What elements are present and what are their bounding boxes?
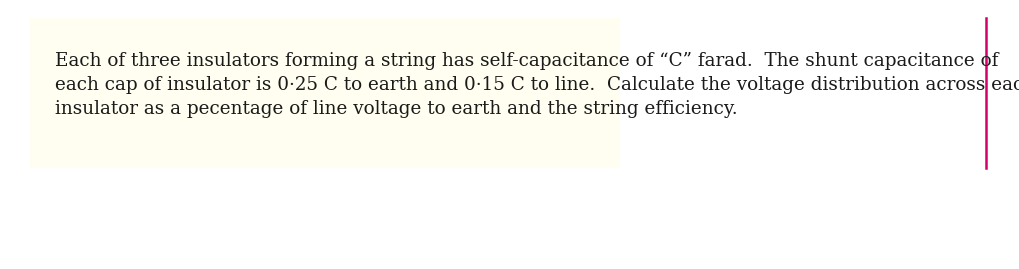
Text: insulator as a pecentage of line voltage to earth and the string efficiency.: insulator as a pecentage of line voltage… — [55, 100, 737, 118]
Text: each cap of insulator is 0·25 C to earth and 0·15 C to line.  Calculate the volt: each cap of insulator is 0·25 C to earth… — [55, 76, 1019, 94]
Text: Each of three insulators forming a string has self-capacitance of “C” farad.  Th: Each of three insulators forming a strin… — [55, 52, 998, 70]
Bar — [30, 18, 620, 168]
